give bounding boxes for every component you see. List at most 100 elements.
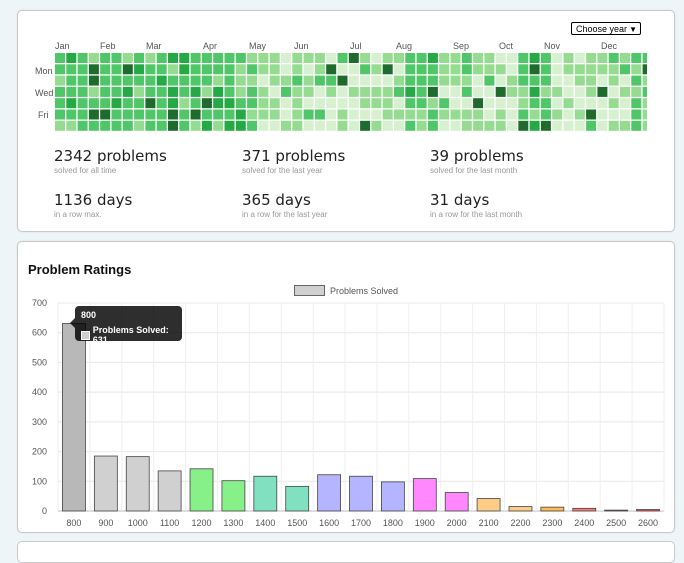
heatmap-cell[interactable] bbox=[269, 75, 280, 86]
heatmap-cell[interactable] bbox=[258, 75, 269, 86]
heatmap-cell[interactable] bbox=[348, 64, 359, 75]
heatmap-cell[interactable] bbox=[518, 75, 529, 86]
heatmap-cell[interactable] bbox=[224, 64, 235, 75]
heatmap-cell[interactable] bbox=[111, 75, 122, 86]
heatmap-cell[interactable] bbox=[405, 98, 416, 109]
heatmap-cell[interactable] bbox=[77, 98, 88, 109]
heatmap-cell[interactable] bbox=[552, 109, 563, 120]
heatmap-cell[interactable] bbox=[473, 86, 484, 97]
heatmap-cell[interactable] bbox=[292, 86, 303, 97]
heatmap-cell[interactable] bbox=[484, 109, 495, 120]
heatmap-cell[interactable] bbox=[405, 53, 416, 63]
heatmap-cell[interactable] bbox=[156, 120, 167, 131]
heatmap-cell[interactable] bbox=[382, 120, 393, 131]
heatmap-cell[interactable] bbox=[201, 53, 212, 63]
heatmap-cell[interactable] bbox=[495, 120, 506, 131]
heatmap-cell[interactable] bbox=[258, 120, 269, 131]
heatmap-cell[interactable] bbox=[484, 98, 495, 109]
heatmap-cell[interactable] bbox=[55, 98, 65, 109]
heatmap-cell[interactable] bbox=[213, 64, 224, 75]
heatmap-cell[interactable] bbox=[134, 120, 145, 131]
heatmap-cell[interactable] bbox=[134, 75, 145, 86]
heatmap-cell[interactable] bbox=[213, 86, 224, 97]
heatmap-cell[interactable] bbox=[461, 120, 472, 131]
bar-1200[interactable] bbox=[189, 468, 214, 512]
bar-1500[interactable] bbox=[285, 485, 310, 512]
heatmap-cell[interactable] bbox=[281, 53, 291, 63]
bar-1400[interactable] bbox=[253, 475, 278, 512]
heatmap-cell[interactable] bbox=[631, 120, 642, 131]
heatmap-cell[interactable] bbox=[235, 109, 246, 120]
heatmap-cell[interactable] bbox=[88, 75, 99, 86]
heatmap-cell[interactable] bbox=[111, 53, 122, 63]
heatmap-cell[interactable] bbox=[608, 53, 619, 63]
heatmap-cell[interactable] bbox=[258, 64, 269, 75]
heatmap-cell[interactable] bbox=[529, 86, 540, 97]
heatmap-cell[interactable] bbox=[394, 86, 404, 97]
heatmap-cell[interactable] bbox=[540, 86, 551, 97]
heatmap-cell[interactable] bbox=[642, 98, 647, 109]
heatmap-cell[interactable] bbox=[518, 86, 529, 97]
heatmap-cell[interactable] bbox=[190, 75, 201, 86]
heatmap-cell[interactable] bbox=[179, 109, 190, 120]
heatmap-cell[interactable] bbox=[179, 53, 190, 63]
heatmap-cell[interactable] bbox=[326, 98, 337, 109]
heatmap-cell[interactable] bbox=[168, 53, 178, 63]
heatmap-cell[interactable] bbox=[77, 86, 88, 97]
bar-2500[interactable] bbox=[604, 509, 629, 512]
heatmap-cell[interactable] bbox=[563, 98, 574, 109]
heatmap-cell[interactable] bbox=[348, 53, 359, 63]
heatmap-cell[interactable] bbox=[134, 109, 145, 120]
bar-2400[interactable] bbox=[572, 507, 597, 512]
heatmap-cell[interactable] bbox=[484, 75, 495, 86]
heatmap-cell[interactable] bbox=[461, 86, 472, 97]
heatmap-cell[interactable] bbox=[224, 109, 235, 120]
heatmap-cell[interactable] bbox=[314, 120, 325, 131]
heatmap-cell[interactable] bbox=[529, 75, 540, 86]
heatmap-cell[interactable] bbox=[145, 109, 156, 120]
heatmap-cell[interactable] bbox=[190, 64, 201, 75]
heatmap-cell[interactable] bbox=[303, 120, 314, 131]
heatmap-cell[interactable] bbox=[122, 75, 133, 86]
heatmap-cell[interactable] bbox=[529, 109, 540, 120]
heatmap-cell[interactable] bbox=[507, 64, 517, 75]
heatmap-cell[interactable] bbox=[179, 120, 190, 131]
heatmap-cell[interactable] bbox=[484, 120, 495, 131]
heatmap-cell[interactable] bbox=[552, 53, 563, 63]
heatmap-cell[interactable] bbox=[642, 53, 647, 63]
heatmap-cell[interactable] bbox=[450, 120, 461, 131]
heatmap-cell[interactable] bbox=[292, 75, 303, 86]
heatmap-cell[interactable] bbox=[111, 86, 122, 97]
heatmap-cell[interactable] bbox=[326, 75, 337, 86]
heatmap-cell[interactable] bbox=[66, 120, 77, 131]
heatmap-cell[interactable] bbox=[303, 109, 314, 120]
heatmap-cell[interactable] bbox=[314, 86, 325, 97]
heatmap-cell[interactable] bbox=[495, 98, 506, 109]
heatmap-cell[interactable] bbox=[326, 109, 337, 120]
heatmap-cell[interactable] bbox=[427, 75, 438, 86]
heatmap-cell[interactable] bbox=[348, 98, 359, 109]
bar-800[interactable] bbox=[62, 323, 86, 512]
heatmap-cell[interactable] bbox=[473, 64, 484, 75]
heatmap-cell[interactable] bbox=[145, 120, 156, 131]
heatmap-cell[interactable] bbox=[190, 98, 201, 109]
heatmap-cell[interactable] bbox=[88, 98, 99, 109]
heatmap-cell[interactable] bbox=[552, 86, 563, 97]
heatmap-cell[interactable] bbox=[55, 86, 65, 97]
heatmap-cell[interactable] bbox=[416, 53, 427, 63]
heatmap-cell[interactable] bbox=[55, 64, 65, 75]
heatmap-cell[interactable] bbox=[371, 120, 382, 131]
heatmap-cell[interactable] bbox=[586, 75, 597, 86]
heatmap-cell[interactable] bbox=[394, 64, 404, 75]
heatmap-cell[interactable] bbox=[348, 75, 359, 86]
heatmap-cell[interactable] bbox=[348, 109, 359, 120]
heatmap-cell[interactable] bbox=[484, 53, 495, 63]
heatmap-cell[interactable] bbox=[563, 53, 574, 63]
bar-1000[interactable] bbox=[125, 456, 150, 512]
heatmap-cell[interactable] bbox=[77, 53, 88, 63]
heatmap-cell[interactable] bbox=[586, 86, 597, 97]
heatmap-cell[interactable] bbox=[608, 98, 619, 109]
heatmap-cell[interactable] bbox=[597, 120, 608, 131]
heatmap-cell[interactable] bbox=[235, 98, 246, 109]
heatmap-cell[interactable] bbox=[326, 64, 337, 75]
